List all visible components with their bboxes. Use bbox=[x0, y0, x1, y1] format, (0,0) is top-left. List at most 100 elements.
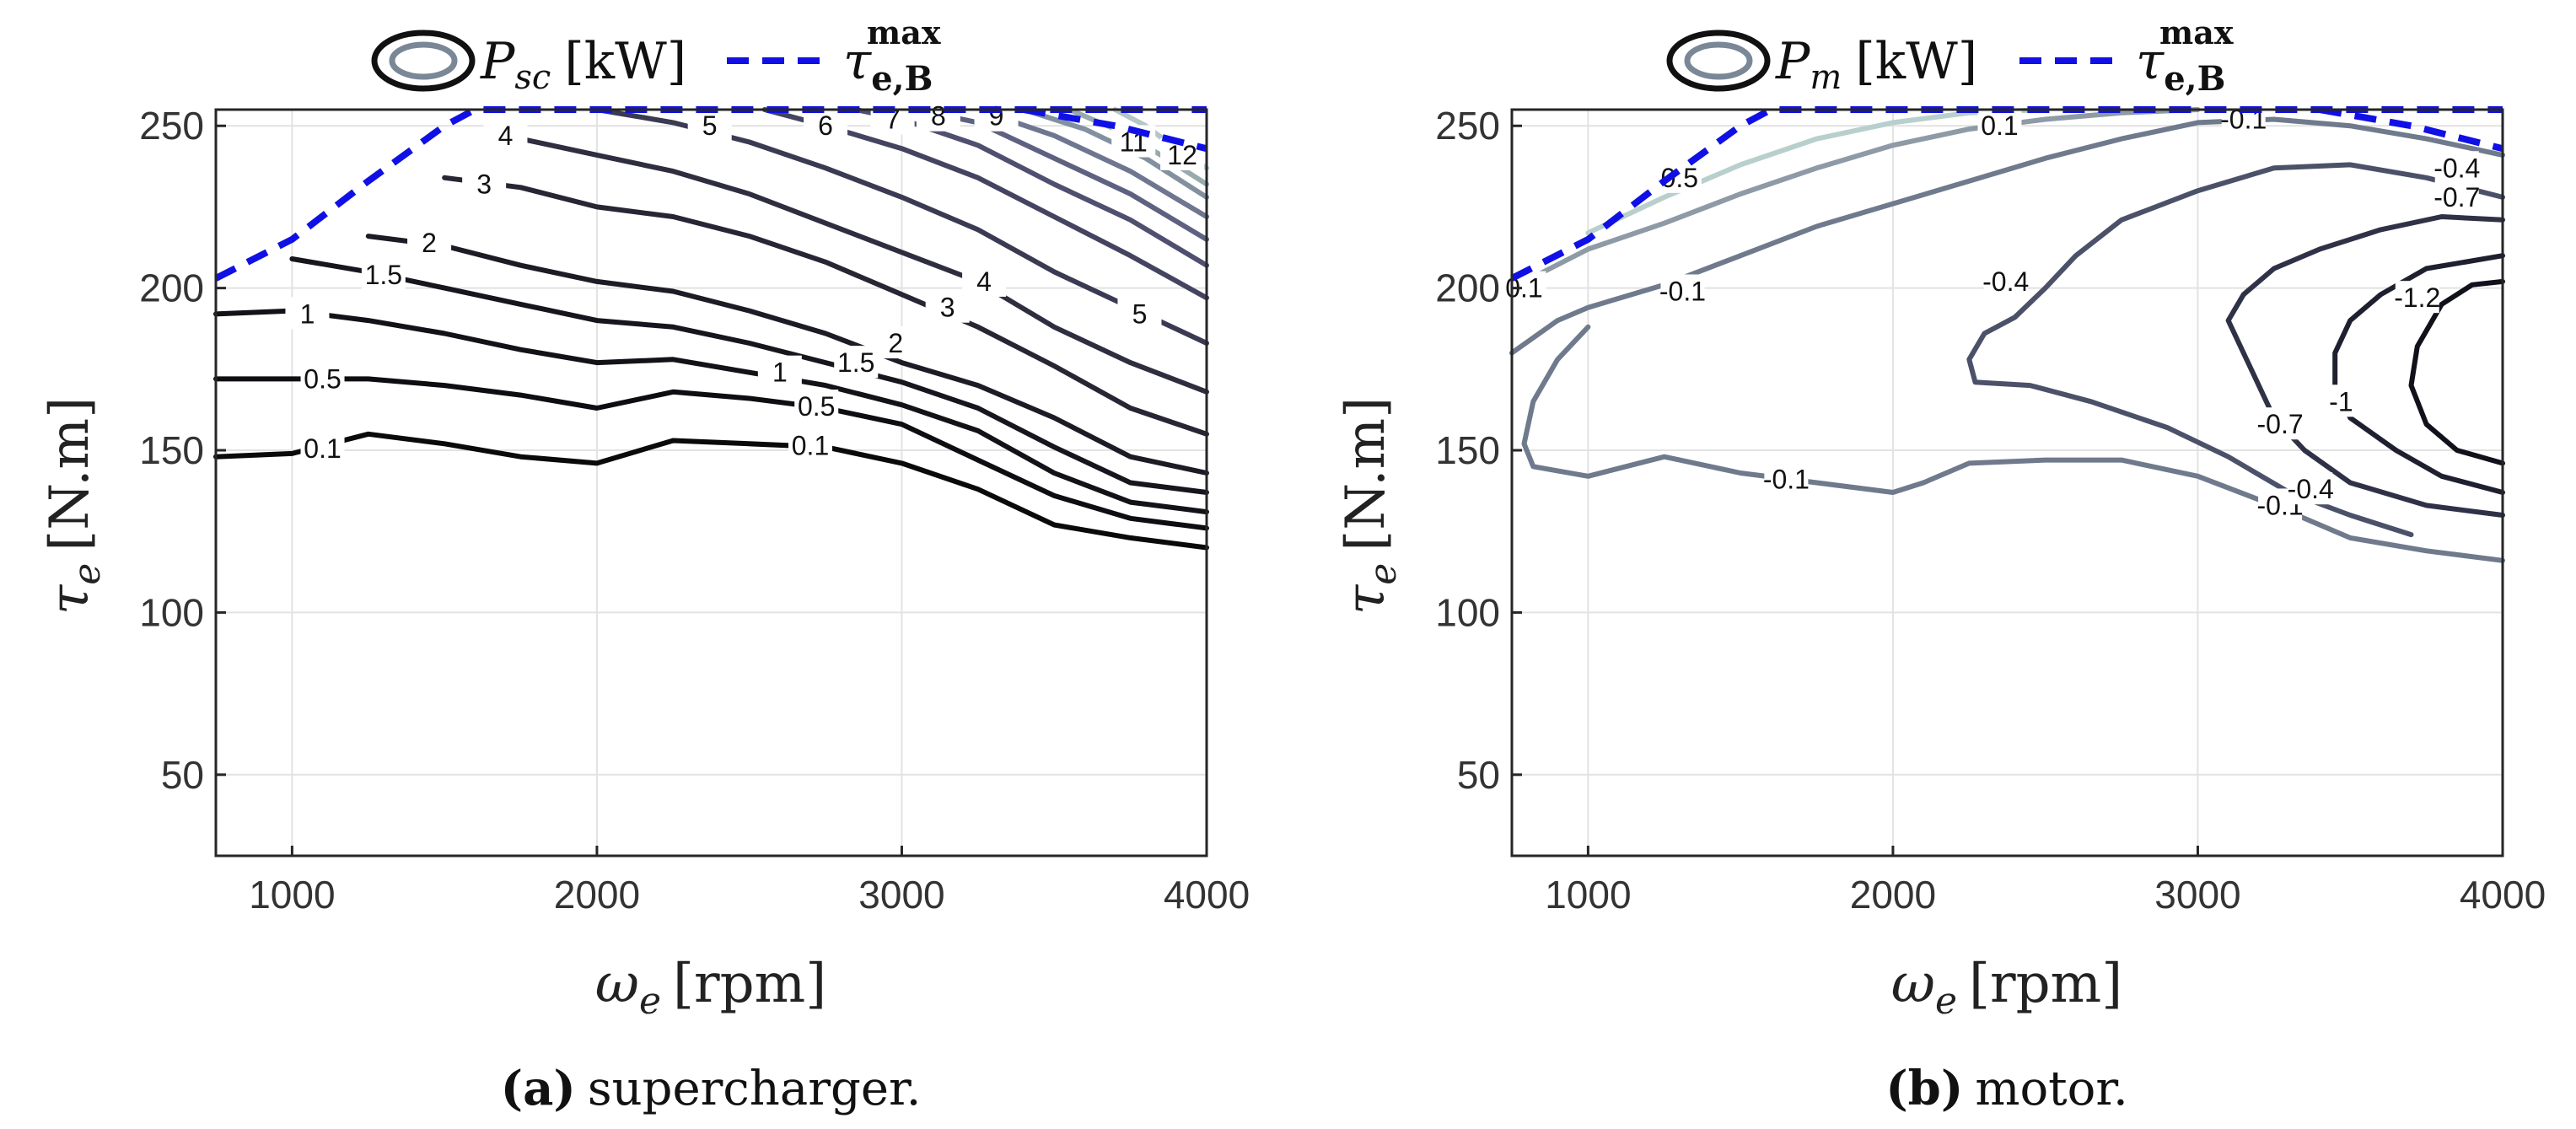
contour-label: 3 bbox=[476, 169, 492, 200]
torque-max-boundary-tail bbox=[1023, 106, 1207, 153]
contour-label: -0.4 bbox=[2433, 153, 2480, 183]
contour-label: 0.1 bbox=[1981, 110, 2018, 141]
contour-label-bg bbox=[2434, 180, 2479, 212]
panel-a-y-axis-label: τe[N.m] bbox=[39, 397, 109, 615]
panel-a-contours bbox=[213, 107, 1209, 551]
legend-boundary-label: τe,B bbox=[2136, 32, 2225, 99]
x-tick-label: 2000 bbox=[1850, 873, 1936, 917]
contour-line--1.2 bbox=[2408, 278, 2505, 466]
contour-label: -1 bbox=[2329, 386, 2353, 417]
y-tick-label: 200 bbox=[1435, 266, 1500, 310]
legend-contour-label: Pm [kW] bbox=[1775, 32, 1977, 97]
panel-a-ticks: 1000 2000 3000 4000 50 100 150 200 250 bbox=[139, 104, 1250, 917]
contour-label: 3 bbox=[940, 293, 955, 323]
contour-label: -0.7 bbox=[2433, 182, 2480, 212]
contour-label: 0.1 bbox=[304, 433, 341, 464]
contour-line--0.1 bbox=[1521, 324, 2505, 563]
contour-label-bg bbox=[874, 326, 918, 359]
panel-b-legend: Pm [kW] τe,B max bbox=[1666, 13, 2234, 99]
y-tick-label: 150 bbox=[1435, 428, 1500, 472]
svg-text:ωe[rpm]: ωe [rpm] bbox=[1891, 953, 2122, 1023]
contour-label: 9 bbox=[989, 101, 1004, 132]
contour-line-0.5 bbox=[213, 376, 1209, 531]
contour-label: 2 bbox=[422, 228, 437, 258]
y-tick-label: 250 bbox=[1435, 104, 1500, 148]
contour-label: -0.4 bbox=[2288, 474, 2334, 504]
contour-legend-icon bbox=[371, 30, 476, 92]
torque-max-boundary-tail bbox=[2319, 106, 2503, 153]
x-tick-label: 1000 bbox=[1545, 873, 1631, 917]
contour-label-bg bbox=[2319, 384, 2364, 417]
panel-b-ticks: 1000 2000 3000 4000 50 100 150 200 250 bbox=[1435, 104, 2546, 917]
contour-label: 1 bbox=[300, 298, 315, 329]
contour-label: -0.1 bbox=[1659, 276, 1706, 306]
contour-label-bg bbox=[1502, 271, 1546, 304]
x-tick-label: 3000 bbox=[2154, 873, 2240, 917]
contour-label-bg bbox=[974, 99, 1019, 132]
contour-label: -0.1 bbox=[1763, 465, 1810, 495]
contour-label: 8 bbox=[931, 101, 946, 132]
x-tick-label: 4000 bbox=[1164, 873, 1250, 917]
panel-b-contour-labels: 0.50.10.1-0.1-0.1-0.1-0.1-0.4-0.4-0.4-0.… bbox=[1502, 102, 2480, 521]
contour-label-bg bbox=[285, 297, 330, 330]
y-tick-label: 100 bbox=[139, 590, 204, 634]
contour-label: 4 bbox=[976, 266, 992, 297]
contour-label: 1 bbox=[772, 358, 788, 388]
contour-label: 2 bbox=[888, 328, 903, 358]
contour-line-0.1 bbox=[213, 431, 1209, 551]
contour-label: -0.7 bbox=[2257, 409, 2304, 439]
y-tick-label: 50 bbox=[161, 753, 204, 797]
contour-label: -1.2 bbox=[2394, 282, 2440, 313]
legend-boundary-superscript: max bbox=[2159, 13, 2234, 51]
panel-b: 0.50.10.1-0.1-0.1-0.1-0.1-0.4-0.4-0.4-0.… bbox=[1335, 13, 2546, 1116]
contour-label: 0.1 bbox=[792, 430, 829, 460]
contour-label-bg bbox=[407, 225, 452, 258]
contour-label-bg bbox=[1117, 297, 1162, 330]
contour-label: 4 bbox=[498, 121, 514, 151]
contour-label-bg bbox=[462, 167, 507, 200]
contour-legend-icon bbox=[1666, 30, 1771, 92]
contour-label-bg bbox=[834, 346, 879, 379]
contour-label-bg bbox=[794, 390, 839, 422]
panel-b-axes-frame bbox=[1510, 108, 2504, 858]
contour-label: -0.4 bbox=[1982, 266, 2029, 297]
contour-label-bg bbox=[2395, 281, 2439, 314]
contour-label-bg bbox=[300, 362, 345, 395]
contour-label-bg bbox=[300, 432, 345, 465]
x-tick-label: 1000 bbox=[249, 873, 335, 917]
contour-label-bg bbox=[962, 264, 1007, 297]
y-tick-label: 100 bbox=[1435, 590, 1500, 634]
contour-label: 1.5 bbox=[365, 260, 402, 290]
panel-a-x-axis-label: ωe [rpm] bbox=[595, 953, 826, 1023]
contour-label-bg bbox=[788, 428, 832, 461]
contour-line-2 bbox=[365, 234, 1209, 476]
contour-label: 0.5 bbox=[798, 391, 835, 422]
contour-label-bg bbox=[2258, 407, 2303, 440]
contour-line-1.5 bbox=[289, 256, 1209, 495]
contour-label-bg bbox=[925, 290, 970, 323]
contour-label-bg bbox=[361, 258, 406, 291]
panel-a-caption: (a) supercharger. bbox=[501, 1061, 922, 1116]
contour-line-0.1 bbox=[1509, 107, 2201, 291]
y-tick-label: 200 bbox=[139, 266, 204, 310]
contour-line-4 bbox=[487, 129, 1209, 395]
legend-contour-label: Psc [kW] bbox=[480, 32, 686, 97]
x-tick-label: 3000 bbox=[858, 873, 944, 917]
contour-label: 5 bbox=[702, 110, 718, 141]
svg-text:τe[N.m]: τe[N.m] bbox=[1335, 397, 1405, 615]
contour-line--0.1 bbox=[1509, 116, 2505, 356]
y-tick-label: 150 bbox=[139, 428, 204, 472]
svg-text:τe[N.m]: τe[N.m] bbox=[39, 397, 109, 615]
contour-label-bg bbox=[483, 118, 528, 151]
panel-b-caption: (b) motor. bbox=[1885, 1061, 2128, 1116]
legend-boundary-superscript: max bbox=[867, 13, 941, 51]
contour-label-bg bbox=[1660, 274, 1705, 307]
contour-line-3 bbox=[442, 175, 1209, 437]
svg-text:ωe[rpm]: ωe [rpm] bbox=[595, 953, 826, 1023]
contour-label-bg bbox=[2288, 472, 2333, 505]
contour-label-bg bbox=[1977, 109, 2022, 142]
contour-label-bg bbox=[1764, 462, 1809, 495]
